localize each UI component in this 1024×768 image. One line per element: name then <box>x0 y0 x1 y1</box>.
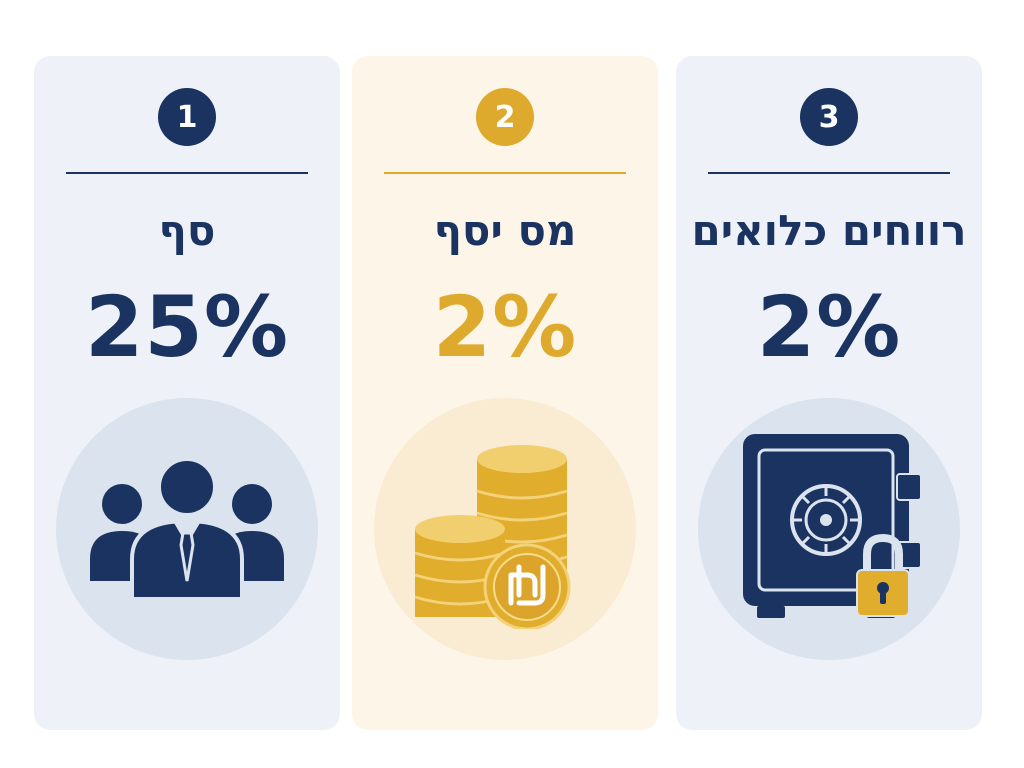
card-title: מס יסף <box>433 206 577 255</box>
card-value: 2% <box>756 278 902 376</box>
card-title: סף <box>158 206 216 255</box>
shekel-coins-icon <box>414 445 571 629</box>
icon-circle <box>698 398 960 660</box>
icon-circle <box>374 398 636 660</box>
card-value: 2% <box>432 278 578 376</box>
card-retained-earnings: 3 רווחים כלואים 2% <box>676 56 982 730</box>
card-divider <box>708 172 950 174</box>
card-threshold: 1 סף 25% <box>34 56 340 730</box>
locked-safe-icon <box>743 434 922 618</box>
card-divider <box>66 172 308 174</box>
people-icon <box>90 457 284 601</box>
step-badge-1: 1 <box>158 88 216 146</box>
card-divider <box>384 172 626 174</box>
icon-circle <box>56 398 318 660</box>
card-additional-tax: 2 מס יסף 2% <box>352 56 658 730</box>
step-badge-2: 2 <box>476 88 534 146</box>
card-title: רווחים כלואים <box>691 206 967 255</box>
step-badge-3: 3 <box>800 88 858 146</box>
card-value: 25% <box>84 278 290 376</box>
